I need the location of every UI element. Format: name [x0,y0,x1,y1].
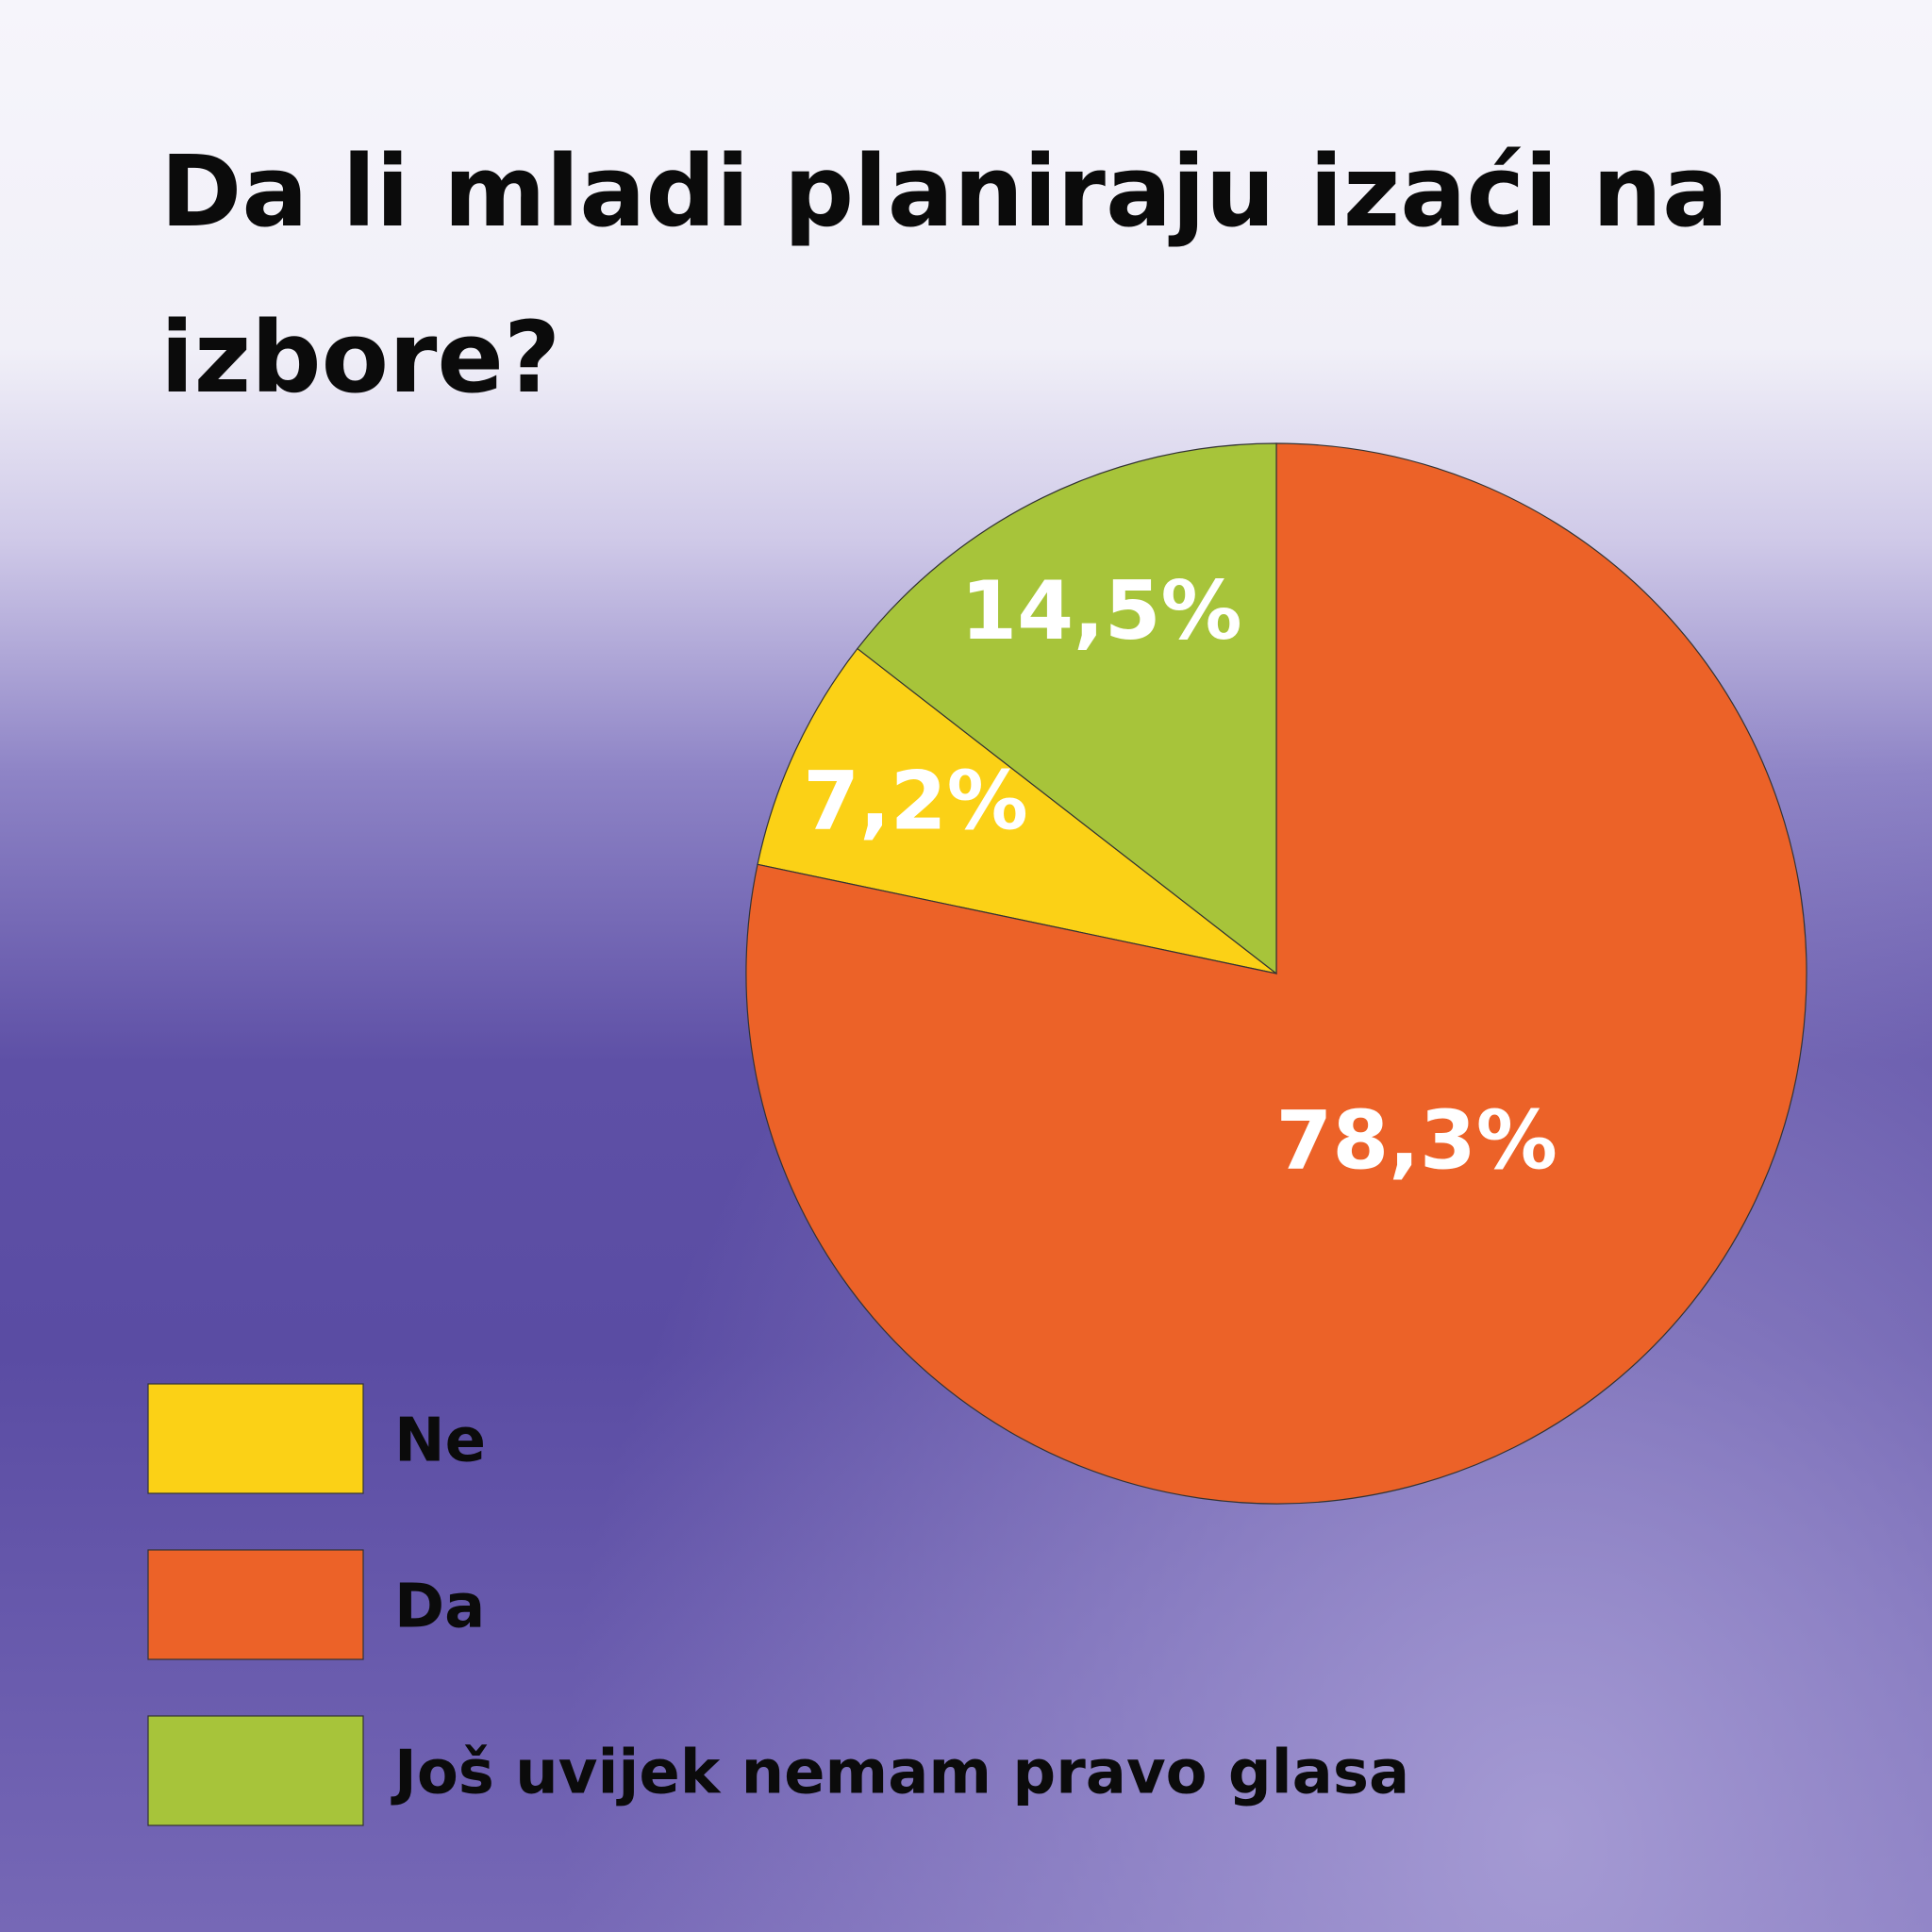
data-label: 14,5% [960,564,1241,658]
data-label: 7,2% [803,754,1028,848]
legend-label: Ne [394,1407,486,1476]
legend-label: Da [394,1573,485,1642]
pie-slice [745,442,1807,1505]
pie-slice [757,647,1277,974]
legend-swatch [147,1383,364,1494]
legend-swatch [147,1715,364,1826]
data-label: 78,3% [1276,1094,1557,1189]
legend-label: Još uvijek nemam pravo glasa [391,1739,1409,1808]
pie-slice [857,442,1277,975]
chart-title: Da li mladi planiraju izaći na izbore? [160,134,1729,415]
legend-swatch [147,1549,364,1660]
